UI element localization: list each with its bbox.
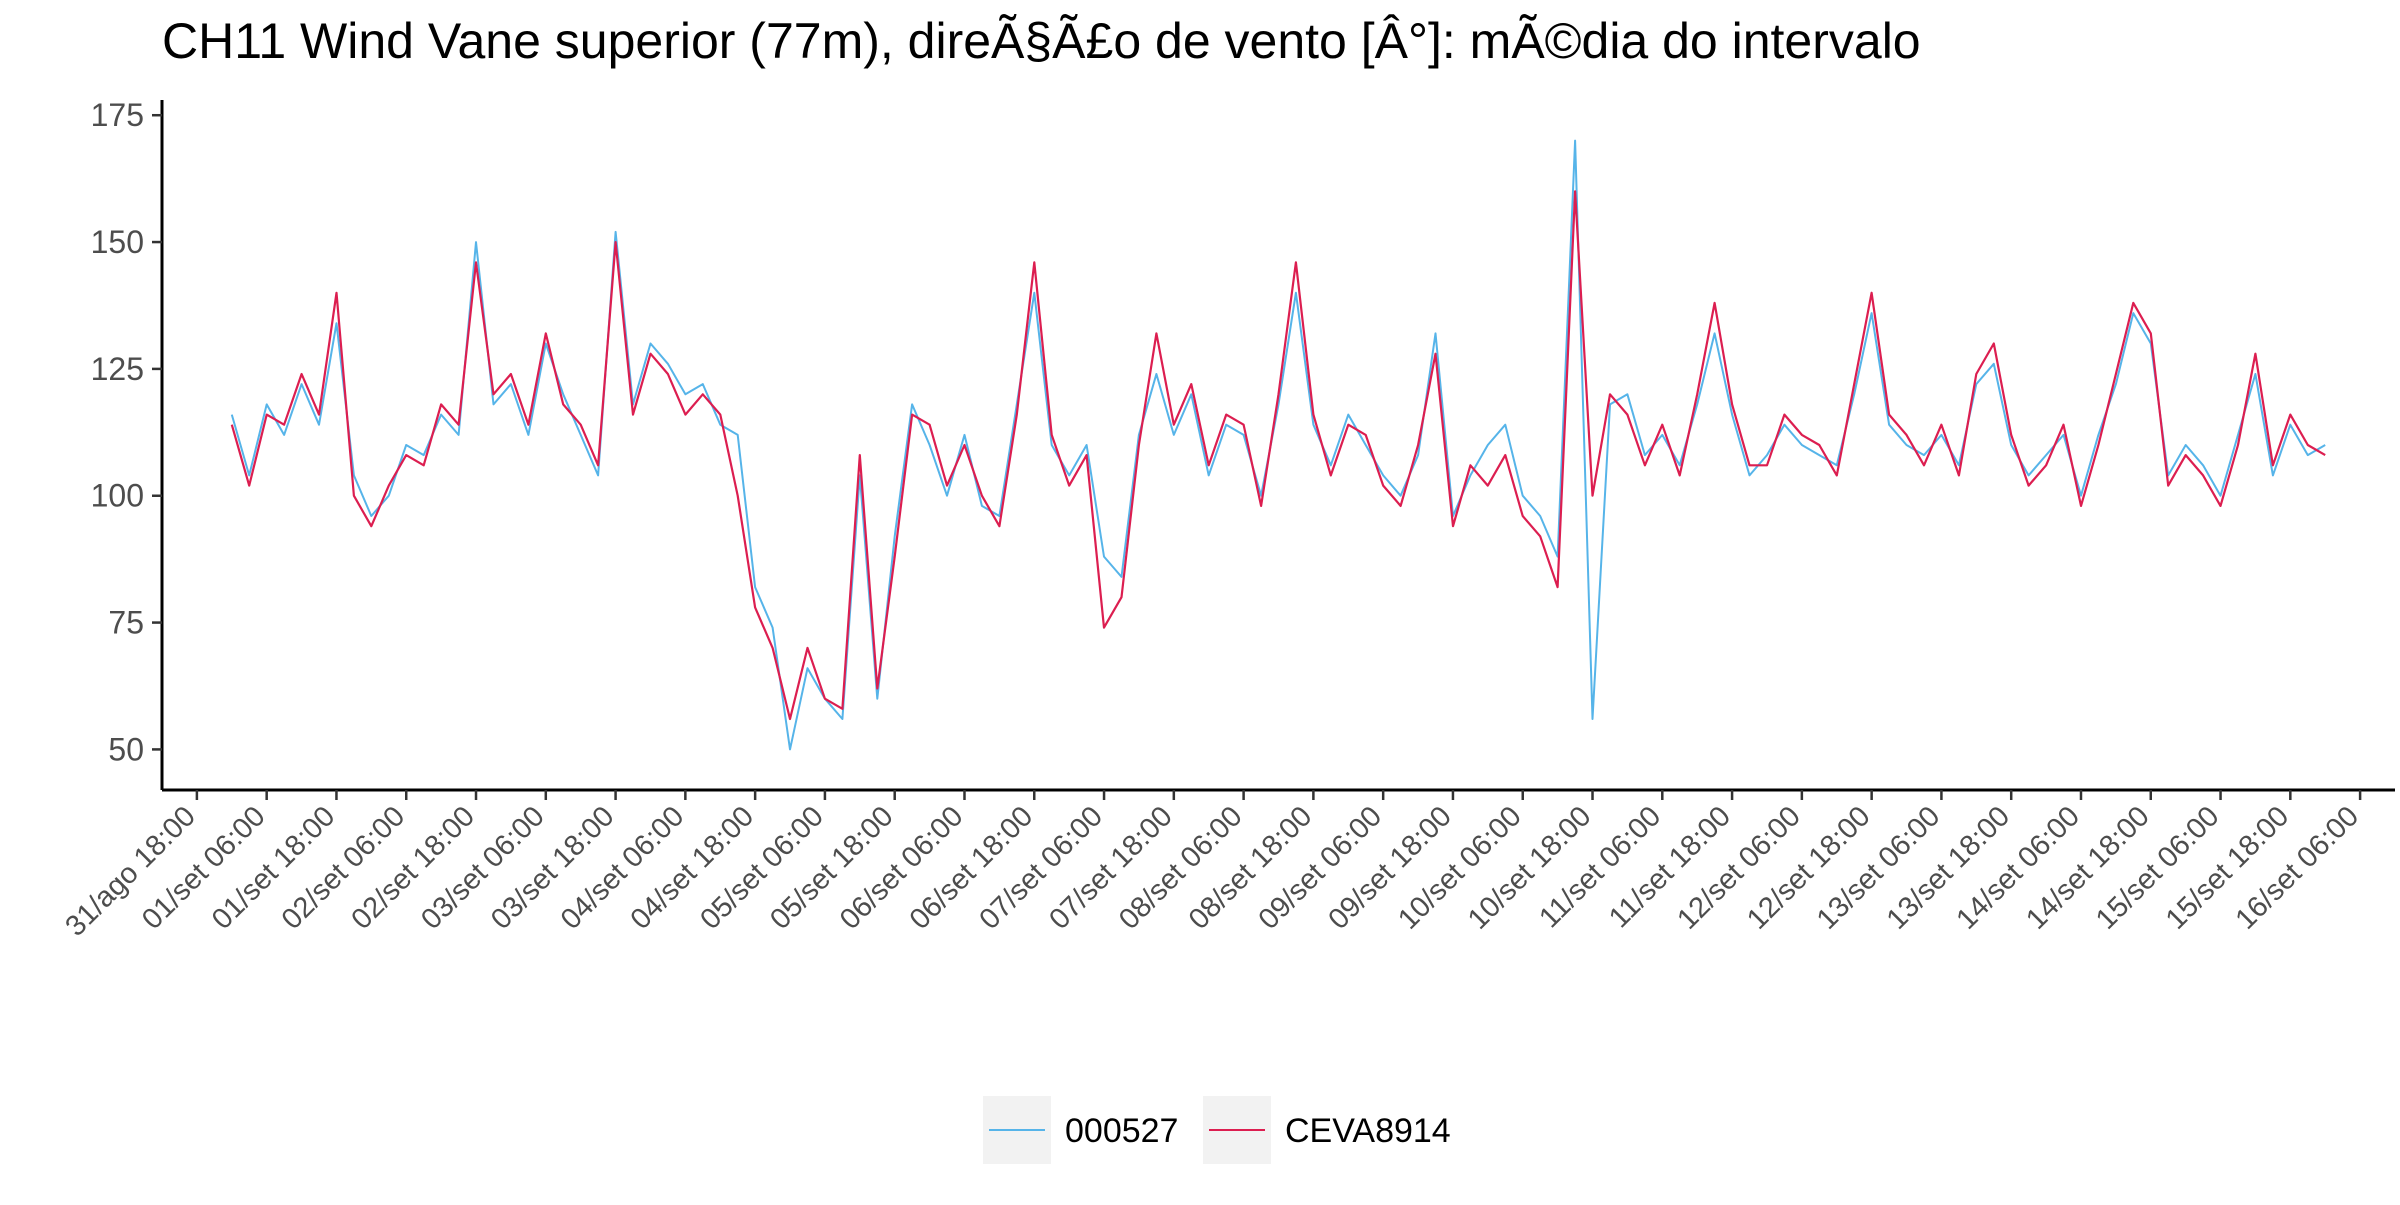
y-tick-label: 125 bbox=[91, 351, 144, 387]
legend: 000527 CEVA8914 bbox=[983, 1096, 1451, 1164]
y-tick-label: 100 bbox=[91, 478, 144, 514]
legend-label: 000527 bbox=[1065, 1112, 1178, 1150]
y-tick-label: 75 bbox=[108, 605, 144, 641]
y-tick-label: 50 bbox=[108, 731, 144, 767]
y-tick-label: 150 bbox=[91, 224, 144, 260]
y-tick-label: 175 bbox=[91, 97, 144, 133]
series-line-000527 bbox=[230, 139, 2326, 751]
plot-area bbox=[230, 139, 2326, 751]
series-line-ceva8914 bbox=[230, 190, 2326, 721]
chart-title: CH11 Wind Vane superior (77m), direÃ§Ã£o… bbox=[162, 13, 1921, 69]
legend-item-ceva8914: CEVA8914 bbox=[1203, 1096, 1451, 1164]
legend-label: CEVA8914 bbox=[1285, 1112, 1451, 1150]
legend-item-000527: 000527 bbox=[983, 1096, 1178, 1164]
